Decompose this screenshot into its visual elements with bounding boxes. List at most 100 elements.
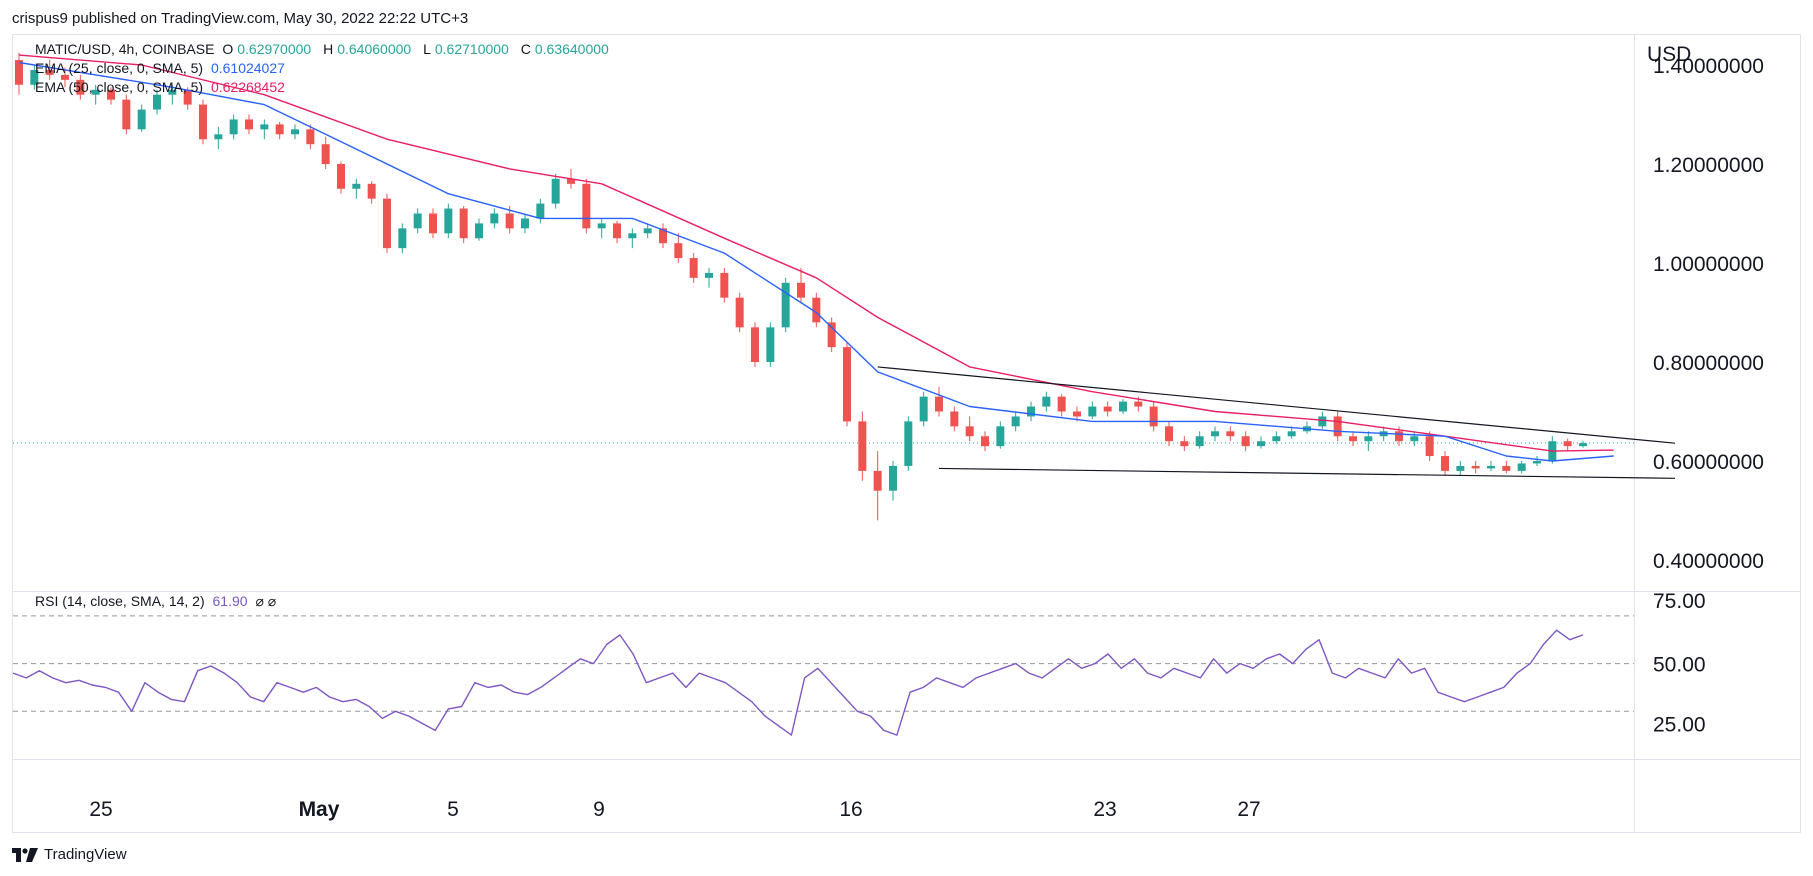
candle — [1502, 461, 1511, 474]
candle-body — [904, 421, 913, 466]
rsi-tick-label: 25.00 — [1653, 713, 1706, 736]
candle-body — [475, 223, 483, 239]
candle-body — [291, 129, 299, 135]
candle-body — [245, 119, 253, 130]
candle — [1425, 431, 1434, 461]
candle-body — [1103, 406, 1112, 412]
rsi-tick-label: 75.00 — [1653, 590, 1706, 613]
candle — [1517, 461, 1526, 474]
candle-body — [1441, 456, 1449, 471]
candle — [996, 421, 1005, 449]
candle-body — [214, 134, 223, 140]
candle-body — [797, 282, 805, 298]
candle-body — [153, 94, 161, 110]
candle — [613, 220, 621, 244]
candle-body — [643, 228, 652, 234]
candle-body — [260, 124, 269, 130]
candle-body — [827, 322, 836, 348]
candle-body — [1318, 416, 1327, 427]
candle — [137, 104, 146, 132]
ema25-value: 0.61024027 — [210, 60, 285, 76]
candle — [1471, 461, 1480, 474]
time-tick-label: 25 — [89, 798, 112, 821]
low-value: 0.62710000 — [434, 41, 509, 57]
candle — [1410, 431, 1419, 447]
candle — [229, 114, 238, 140]
chart-frame: USD 1.40000000 1.20000000 1.00000000 0.80000… — [12, 34, 1801, 833]
candle-body — [582, 183, 591, 229]
candle — [398, 223, 407, 254]
candle-body — [1057, 396, 1066, 412]
candle — [168, 84, 177, 105]
candle — [797, 267, 805, 303]
candle — [1257, 436, 1265, 449]
ema50-label: EMA (50, close, 0, SMA, 5) — [35, 79, 204, 95]
candle-body — [735, 297, 744, 328]
candle-body — [1134, 401, 1143, 407]
candle — [30, 65, 39, 90]
candle-body — [597, 223, 606, 229]
candle — [1303, 421, 1311, 434]
candle-body — [521, 218, 529, 229]
open-value: 0.62970000 — [237, 41, 312, 57]
candle-body — [168, 89, 177, 95]
candle-body — [1088, 406, 1097, 417]
candle — [1563, 438, 1572, 452]
candle-body — [1272, 436, 1281, 442]
time-tick-label: May — [299, 798, 340, 821]
candle-body — [536, 203, 545, 219]
candle — [475, 218, 483, 241]
candle-body — [61, 74, 69, 80]
candle — [1272, 431, 1281, 444]
candle-body — [843, 347, 851, 422]
candle — [1057, 394, 1066, 417]
candle — [689, 253, 698, 283]
rsi-value: 61.90 — [212, 593, 248, 609]
candle — [873, 451, 882, 521]
candle-body — [444, 208, 453, 234]
candle-body — [1073, 411, 1081, 417]
candle-body — [1563, 441, 1572, 447]
candle — [889, 461, 897, 501]
tradingview-brand[interactable]: TradingView — [12, 846, 127, 863]
candle-body — [567, 178, 575, 184]
candle — [582, 178, 591, 234]
candle — [15, 52, 23, 95]
candle — [643, 223, 652, 239]
candle — [1241, 431, 1250, 452]
candle-body — [1241, 436, 1250, 447]
candle — [183, 87, 192, 110]
candle-body — [766, 327, 775, 362]
symbol-legend: MATIC/USD, 4h, COINBASE O 0.62970000 H 0.6… — [35, 41, 613, 57]
candle-body — [352, 183, 361, 189]
candle — [720, 267, 729, 303]
open-label: O — [222, 41, 234, 57]
ema25-label: EMA (25, close, 0, SMA, 5) — [35, 60, 204, 76]
candle — [1333, 411, 1342, 442]
candle — [490, 208, 499, 229]
candle — [337, 161, 345, 194]
candle — [1226, 426, 1235, 442]
candle-body — [981, 436, 989, 447]
candle — [1042, 391, 1051, 412]
candle — [76, 74, 85, 100]
candle-body — [429, 213, 437, 234]
candle-body — [459, 208, 468, 239]
candle — [705, 267, 713, 288]
candle-body — [705, 272, 713, 278]
candle-body — [1165, 426, 1173, 442]
candle-body — [1533, 461, 1541, 464]
ema50-value: 0.62268452 — [210, 79, 285, 95]
tradingview-logo-icon — [12, 847, 38, 862]
candle-body — [1517, 463, 1526, 471]
candle-body — [1579, 443, 1587, 447]
time-tick-label: 23 — [1093, 798, 1116, 821]
candle — [950, 406, 959, 432]
candle-body — [398, 228, 407, 249]
candle — [45, 60, 54, 80]
candle — [199, 99, 207, 145]
candle-body — [1027, 406, 1035, 417]
candle-body — [812, 297, 821, 323]
time-tick-label: 5 — [447, 798, 459, 821]
